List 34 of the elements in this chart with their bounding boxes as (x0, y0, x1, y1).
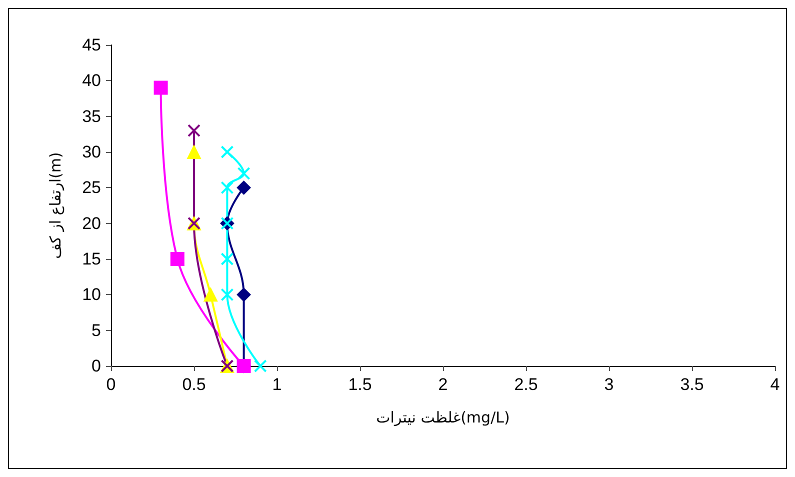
y-tick-label: 15 (82, 250, 101, 268)
y-tick-label: 10 (82, 285, 101, 304)
x-tick-label: 2 (438, 375, 448, 394)
x-tick-label: 2.5 (514, 375, 538, 394)
point (220, 181, 234, 194)
point (237, 166, 250, 180)
x-tick-label: 1.5 (348, 375, 372, 394)
y-tick-label: 35 (82, 106, 101, 126)
point (236, 288, 251, 302)
point (204, 288, 218, 302)
point (170, 252, 184, 266)
point (220, 288, 234, 302)
point (188, 124, 200, 138)
y-tick-label: 5 (92, 320, 101, 340)
point (254, 360, 267, 372)
y-tick-label: 0 (92, 356, 101, 376)
x-axis-title: غلظت نیترات(mg/L) (376, 408, 510, 426)
point (187, 145, 201, 159)
y-axis-title: ارتفاع از کف(m) (46, 152, 64, 259)
x-tick-label: 4 (770, 375, 780, 394)
x-tick-label: 3.5 (680, 375, 704, 394)
y-tick-label: 30 (82, 142, 101, 162)
y-tick-label: 20 (82, 214, 101, 233)
point (220, 252, 234, 266)
x-tick-label: 0.5 (182, 375, 206, 394)
point (236, 180, 251, 195)
x-tick-label: 0 (106, 375, 116, 394)
y-tick-label: 40 (82, 71, 101, 90)
point (154, 80, 168, 95)
y-tick-label: 25 (82, 178, 101, 198)
x-tick-label: 3 (604, 375, 614, 394)
point (220, 146, 234, 158)
x-tick-label: 1 (272, 375, 282, 394)
y-tick-label: 45 (82, 36, 101, 54)
